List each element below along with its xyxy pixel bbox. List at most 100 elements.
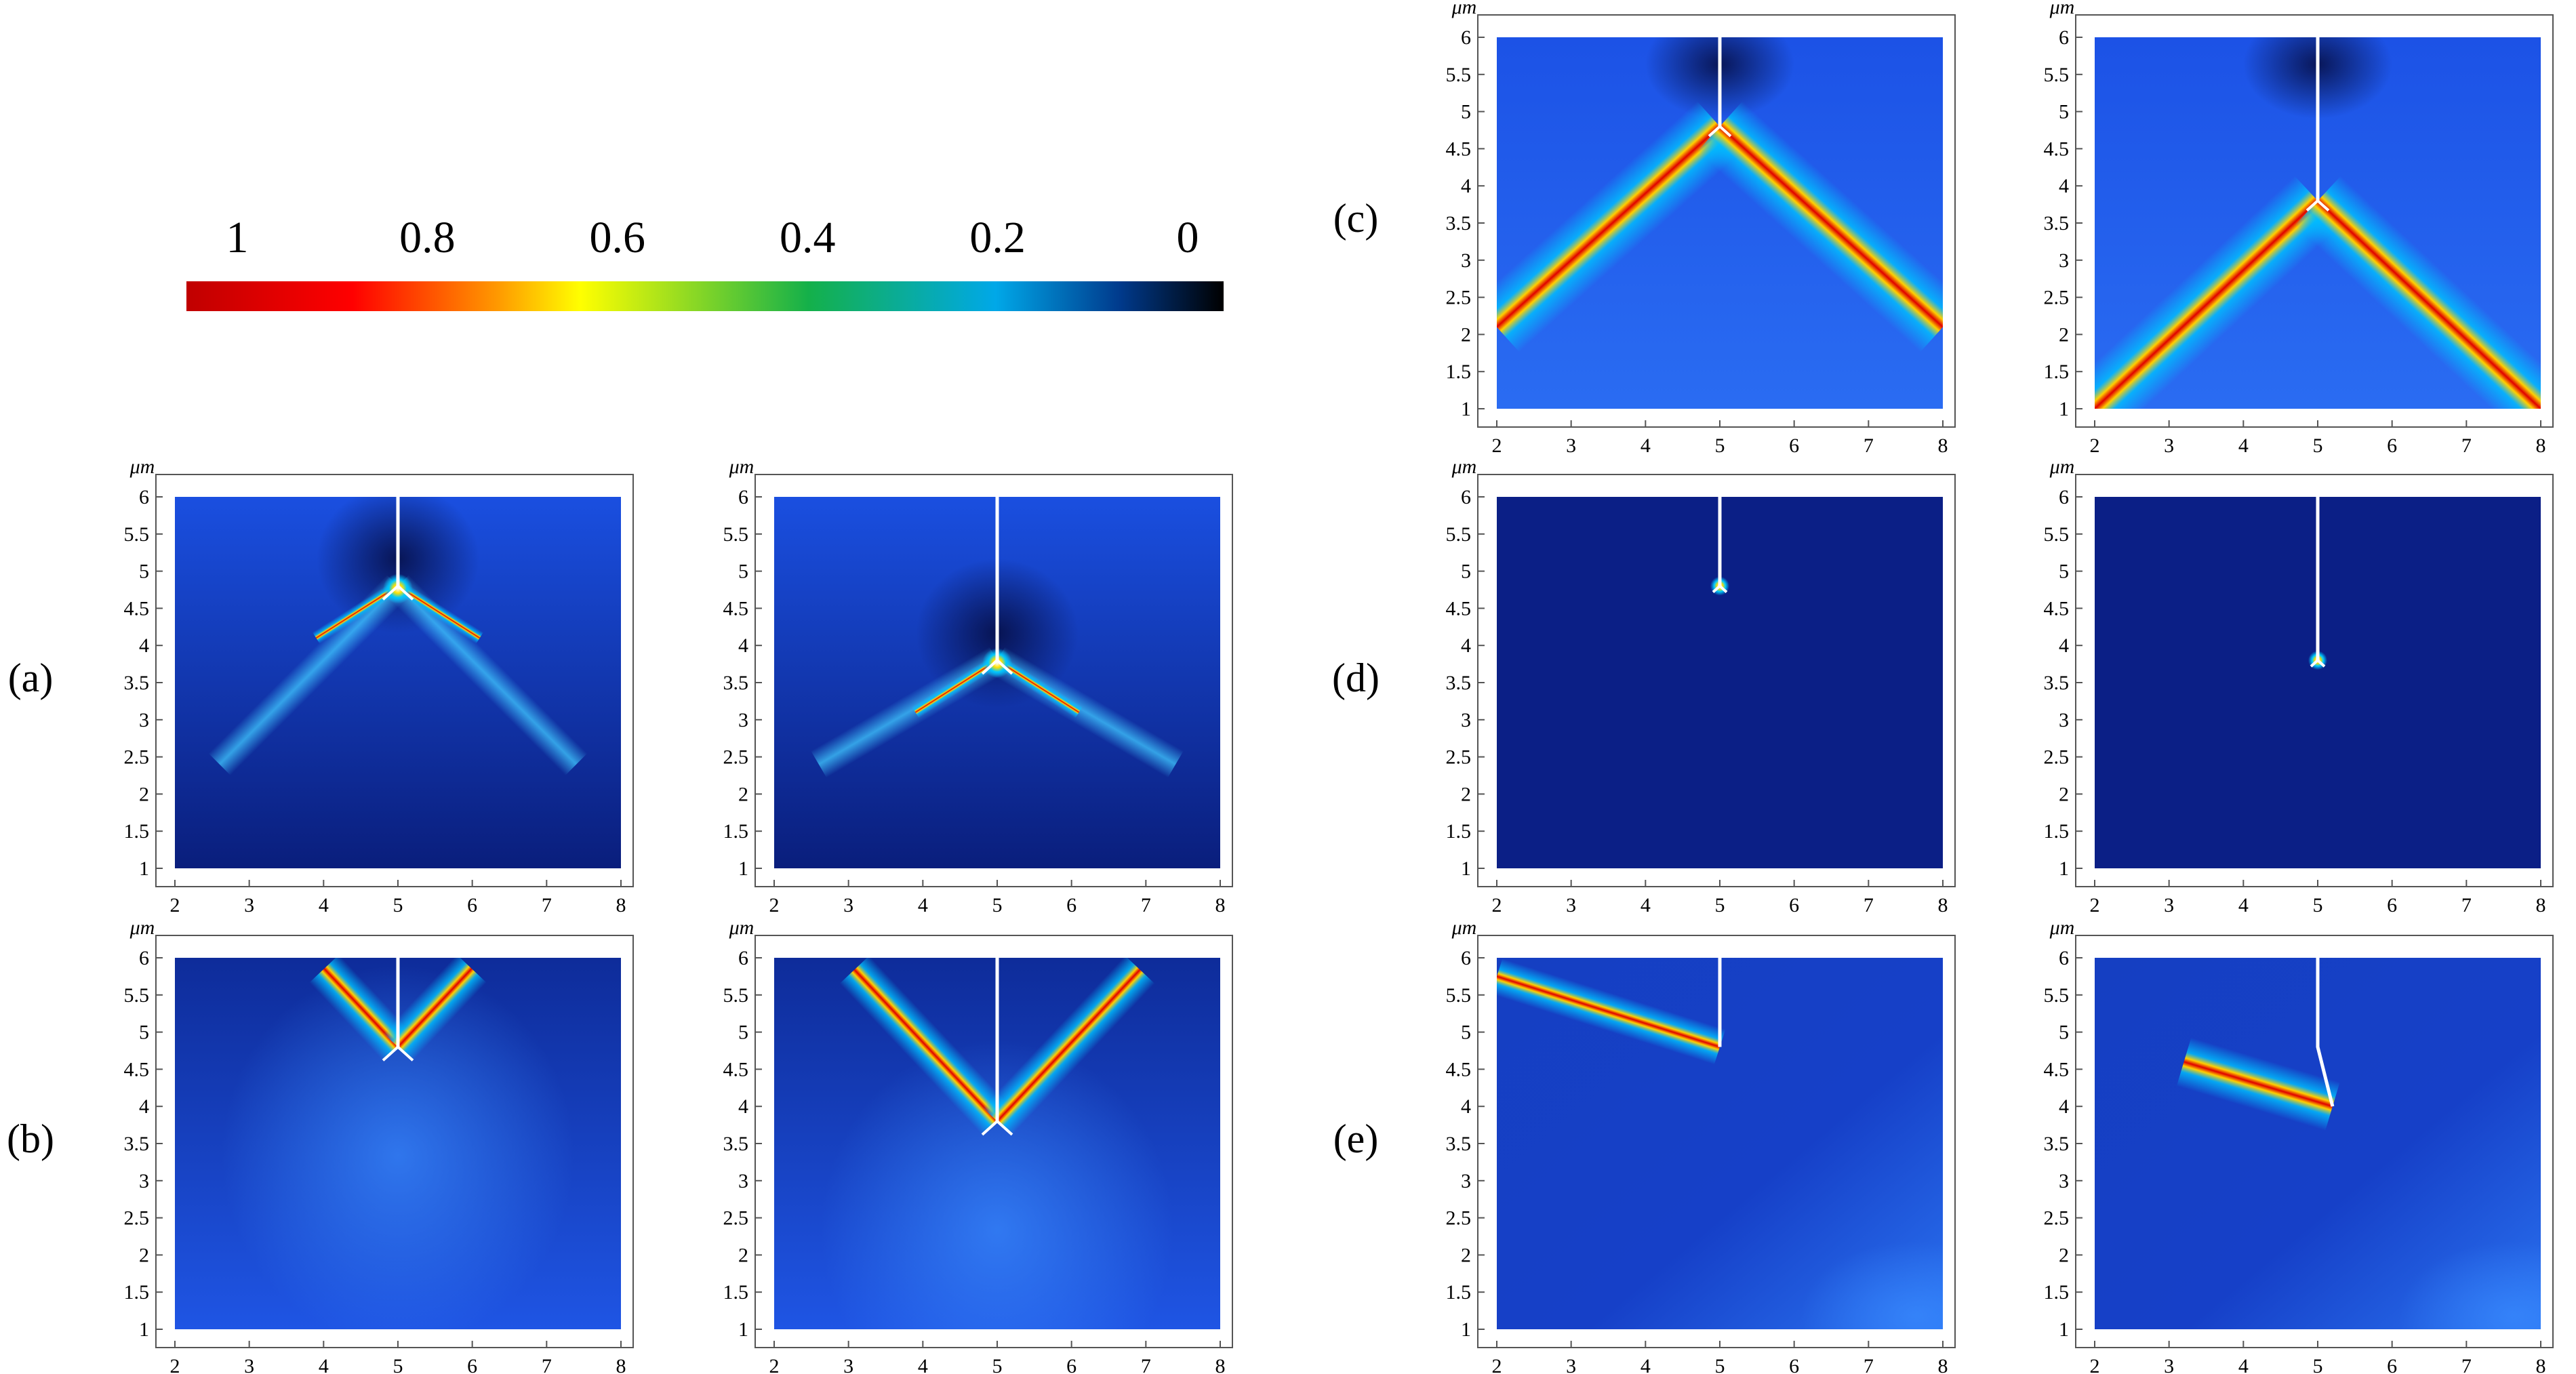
y-tick-label: 5 bbox=[1461, 561, 1471, 583]
y-tick-label: 6 bbox=[1461, 486, 1471, 508]
x-tick-label: 4 bbox=[319, 1355, 329, 1374]
heatmap-panel: 2 3 4 5 6 7 8 1 1.5 2 2.5 3 3.5 4 4.5 5 5.5 6 μm bbox=[124, 456, 634, 916]
axes-frame bbox=[754, 474, 1233, 887]
y-tick-label: 1 bbox=[738, 1318, 748, 1341]
y-tick-label: 5 bbox=[2059, 1022, 2069, 1044]
y-tick-label: 2.5 bbox=[124, 1207, 150, 1230]
x-tick-label: 2 bbox=[1492, 894, 1502, 916]
y-tick-label: 3 bbox=[738, 709, 748, 731]
x-tick-label: 8 bbox=[616, 1355, 626, 1374]
y-tick-label: 4.5 bbox=[124, 597, 150, 620]
crack-tip-mark bbox=[1708, 124, 1732, 138]
axes-frame bbox=[754, 935, 1233, 1348]
intensity-band bbox=[993, 654, 1083, 719]
x-tick-label: 5 bbox=[1715, 435, 1725, 457]
intensity-band bbox=[386, 575, 588, 775]
hot-spot bbox=[982, 648, 1012, 679]
y-tick-label: 4.5 bbox=[2044, 597, 2070, 620]
x-tick-label: 6 bbox=[467, 894, 477, 916]
heatmap-panel: 2 3 4 5 6 7 8 1 1.5 2 2.5 3 3.5 4 4.5 5 5.5 6 μm bbox=[1446, 0, 1956, 457]
y-tick-label: 2 bbox=[1461, 783, 1471, 805]
y-tick-label: 2 bbox=[738, 783, 748, 805]
y-tick-label: 4 bbox=[2059, 175, 2069, 197]
y-tick-label: 3 bbox=[139, 709, 149, 731]
unit-label: μm bbox=[729, 456, 754, 478]
x-tick-label: 6 bbox=[2387, 894, 2397, 916]
heatmap-overlay bbox=[811, 559, 1184, 778]
y-tick-label: 5 bbox=[139, 561, 149, 583]
y-tick-label: 4.5 bbox=[723, 597, 749, 620]
y-tick-label: 1.5 bbox=[1446, 1281, 1472, 1304]
x-tick-label: 8 bbox=[616, 894, 626, 916]
x-tick-label: 7 bbox=[1864, 894, 1874, 916]
y-tick-label: 4.5 bbox=[124, 1058, 150, 1080]
y-tick-label: 2 bbox=[1461, 323, 1471, 346]
heatmap-overlay bbox=[2095, 37, 2541, 409]
y-tick-label: 3 bbox=[1461, 1170, 1471, 1192]
y-tick-label: 3 bbox=[1461, 709, 1471, 731]
light-region bbox=[2398, 1241, 2541, 1329]
y-tick-label: 2.5 bbox=[723, 746, 749, 769]
y-tick-label: 1 bbox=[1461, 1318, 1471, 1341]
heatmap-panel: 2 3 4 5 6 7 8 1 1.5 2 2.5 3 3.5 4 4.5 5 5.5 6 μm bbox=[1446, 916, 1956, 1374]
x-tick-label: 7 bbox=[1864, 435, 1874, 457]
y-tick-label: 3.5 bbox=[1446, 1133, 1472, 1155]
intensity-band bbox=[982, 958, 1155, 1135]
row-label: (d) bbox=[1332, 655, 1380, 700]
y-tick-label: 5 bbox=[738, 561, 748, 583]
axes-frame bbox=[155, 474, 634, 887]
x-tick-label: 6 bbox=[2387, 435, 2397, 457]
y-tick-label: 2 bbox=[2059, 323, 2069, 346]
y-tick-label: 6 bbox=[2059, 947, 2069, 969]
y-tick-label: 4 bbox=[2059, 1095, 2069, 1118]
x-tick-label: 8 bbox=[1938, 894, 1948, 916]
x-tick-label: 7 bbox=[2461, 894, 2472, 916]
y-tick-label: 3.5 bbox=[1446, 212, 1472, 235]
y-tick-label: 5.5 bbox=[124, 523, 150, 546]
intensity-band bbox=[313, 580, 402, 644]
y-tick-label: 5 bbox=[2059, 101, 2069, 123]
y-tick-label: 4 bbox=[139, 1095, 149, 1118]
y-tick-label: 4.5 bbox=[1446, 597, 1472, 620]
y-tick-label: 6 bbox=[738, 486, 748, 508]
y-tick-label: 1.5 bbox=[2044, 1281, 2070, 1304]
y-tick-label: 2 bbox=[2059, 1244, 2069, 1266]
heatmap-panel: 2 3 4 5 6 7 8 1 1.5 2 2.5 3 3.5 4 4.5 5 5.5 6 μm bbox=[723, 916, 1233, 1374]
crack-line bbox=[2316, 944, 2335, 1107]
x-tick-label: 7 bbox=[542, 1355, 552, 1374]
y-tick-label: 2.5 bbox=[2044, 1207, 2070, 1230]
x-tick-label: 2 bbox=[2090, 1355, 2100, 1374]
y-tick-label: 3 bbox=[2059, 249, 2069, 272]
intensity-band bbox=[2176, 1037, 2340, 1131]
y-tick-label: 2 bbox=[139, 783, 149, 805]
unit-label: μm bbox=[1451, 916, 1477, 939]
y-tick-label: 3 bbox=[2059, 1170, 2069, 1192]
y-tick-label: 1.5 bbox=[1446, 820, 1472, 843]
light-region bbox=[222, 965, 574, 1329]
x-tick-label: 2 bbox=[769, 1355, 780, 1374]
x-tick-label: 8 bbox=[1938, 1355, 1948, 1374]
x-tick-label: 4 bbox=[1641, 894, 1651, 916]
x-tick-label: 7 bbox=[1864, 1355, 1874, 1374]
axes-frame bbox=[2075, 935, 2554, 1348]
x-tick-label: 3 bbox=[843, 1355, 853, 1374]
x-tick-label: 3 bbox=[1566, 894, 1576, 916]
y-tick-label: 1.5 bbox=[1446, 361, 1472, 383]
y-tick-label: 5.5 bbox=[124, 984, 150, 1007]
y-tick-label: 5 bbox=[1461, 1022, 1471, 1044]
row-label: (c) bbox=[1333, 196, 1379, 241]
heatmap-panel: 2 3 4 5 6 7 8 1 1.5 2 2.5 3 3.5 4 4.5 5 5.5 6 μm bbox=[1446, 456, 1956, 916]
y-tick-label: 6 bbox=[2059, 486, 2069, 508]
y-tick-label: 3 bbox=[738, 1170, 748, 1192]
axes-frame bbox=[155, 935, 634, 1348]
y-tick-label: 4.5 bbox=[1446, 1058, 1472, 1080]
y-tick-label: 3.5 bbox=[124, 672, 150, 694]
heatmap-panel: 2 3 4 5 6 7 8 1 1.5 2 2.5 3 3.5 4 4.5 5 5.5 6 μm bbox=[2044, 916, 2554, 1374]
y-tick-label: 4.5 bbox=[2044, 1058, 2070, 1080]
y-tick-label: 1 bbox=[2059, 398, 2069, 420]
x-tick-label: 3 bbox=[2164, 894, 2174, 916]
y-tick-label: 3 bbox=[139, 1170, 149, 1192]
heatmap-overlay bbox=[1497, 958, 1943, 1329]
unit-label: μm bbox=[129, 456, 155, 478]
